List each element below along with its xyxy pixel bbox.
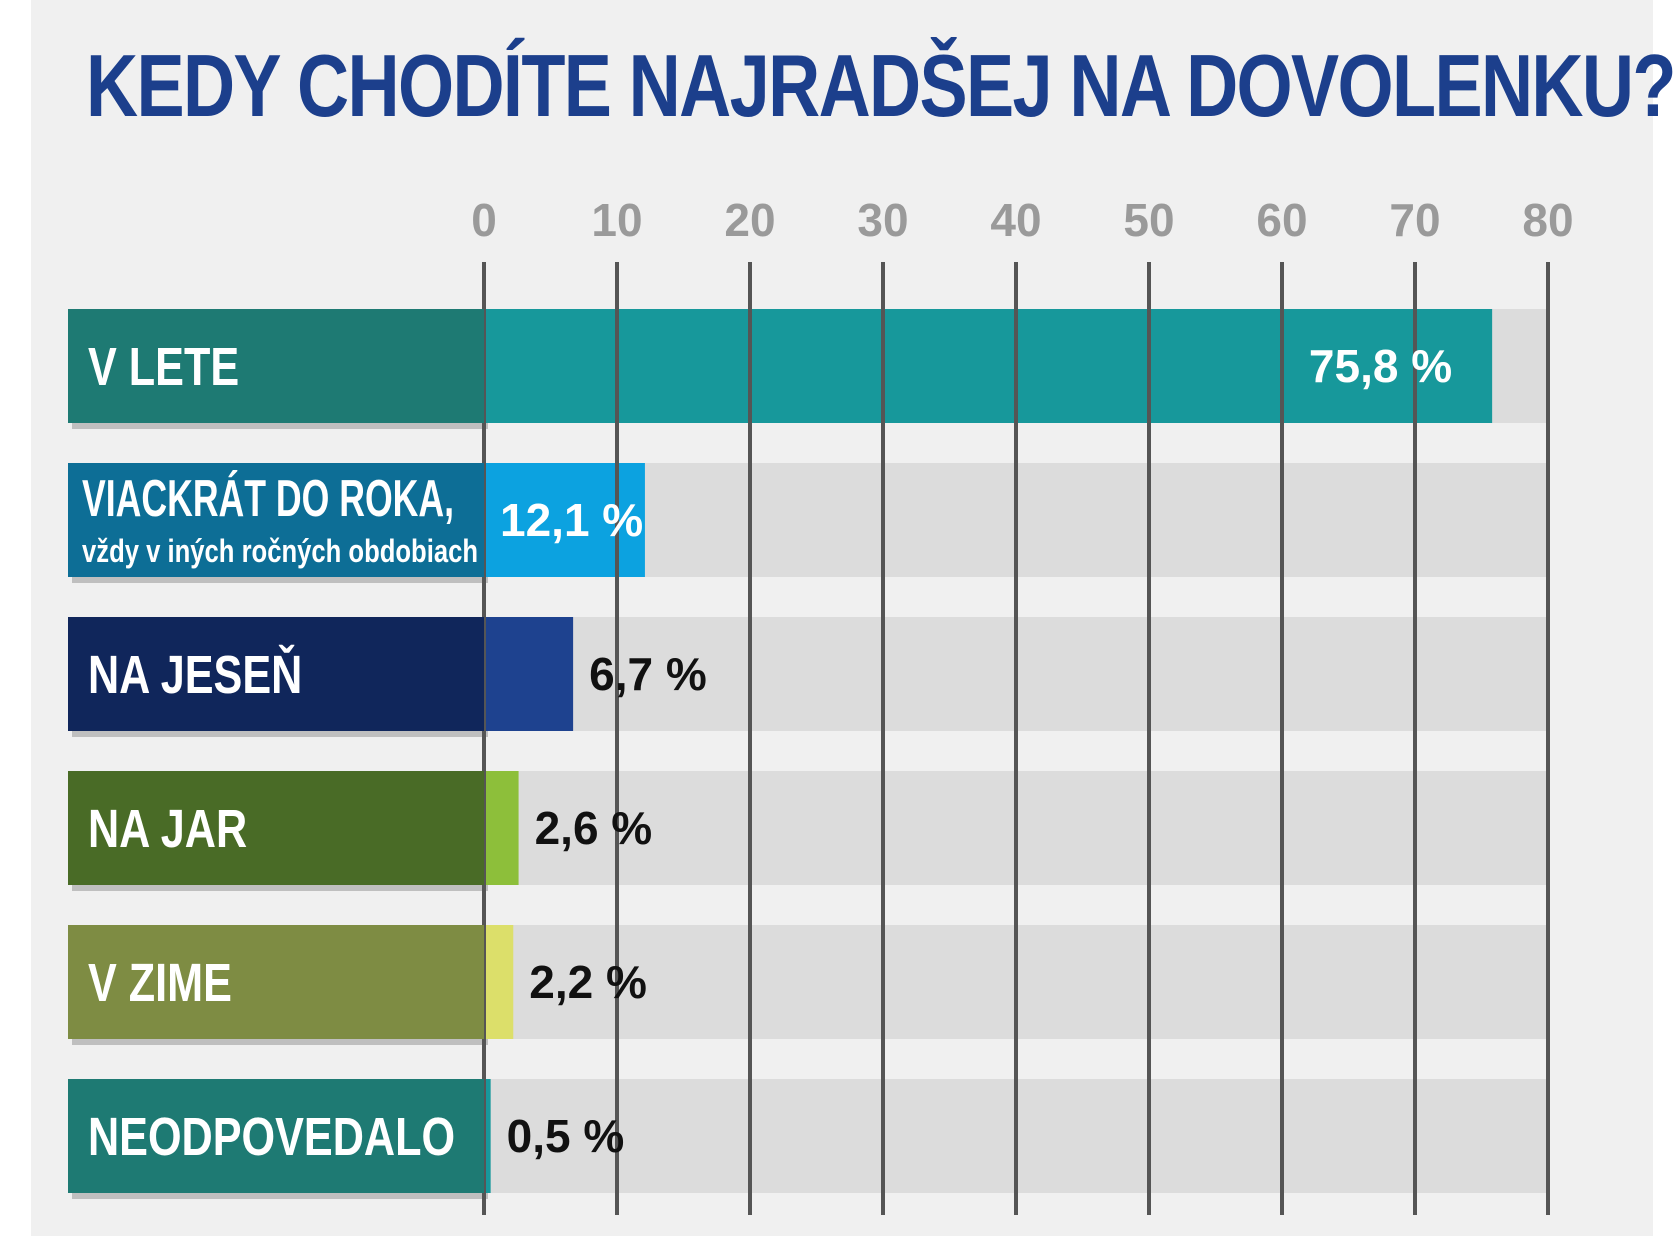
value-label: 6,7 %	[589, 648, 707, 700]
value-label: 2,6 %	[535, 802, 653, 854]
x-tick-label: 20	[724, 194, 775, 246]
label-block	[68, 1079, 484, 1193]
label-block	[68, 309, 484, 423]
label-block	[68, 771, 484, 885]
tick-labels: 0 10 20 30 40 50 60 70 80	[471, 194, 1573, 246]
category-labels: V LETE VIACKRÁT DO ROKA, vždy v iných ročn…	[68, 309, 484, 1193]
value-label: 75,8 %	[1309, 340, 1452, 392]
bars	[484, 309, 1493, 1193]
x-tick-label: 10	[591, 194, 642, 246]
x-tick-label: 40	[990, 194, 1041, 246]
label-block	[68, 463, 484, 577]
x-tick-label: 70	[1389, 194, 1440, 246]
value-label: 0,5 %	[507, 1110, 625, 1162]
category-label: NEODPOVEDALO	[88, 1108, 455, 1168]
gridlines	[482, 262, 1550, 1215]
label-block	[68, 617, 484, 731]
category-label: VIACKRÁT DO ROKA,	[82, 470, 454, 528]
value-labels: 75,8 % 12,1 % 6,7 % 2,6 % 2,2 % 0,5 %	[500, 340, 1452, 1162]
x-tick-label: 0	[471, 194, 497, 246]
category-label: NA JESEŇ	[88, 644, 302, 705]
x-tick-label: 60	[1256, 194, 1307, 246]
bar	[484, 771, 519, 885]
bar-tracks	[72, 309, 1548, 1199]
category-label: V LETE	[88, 338, 239, 398]
category-sublabel: vždy v iných ročných obdobiach	[82, 533, 478, 569]
bar	[484, 617, 574, 731]
label-block	[68, 925, 484, 1039]
bar	[484, 925, 514, 1039]
category-label: NA JAR	[88, 800, 247, 860]
x-tick-label: 80	[1522, 194, 1573, 246]
x-tick-label: 50	[1123, 194, 1174, 246]
category-label: V ZIME	[88, 954, 232, 1014]
bar	[484, 1079, 491, 1193]
value-label: 2,2 %	[529, 956, 647, 1008]
bar	[484, 309, 1493, 423]
value-label: 12,1 %	[500, 494, 643, 546]
x-tick-label: 30	[857, 194, 908, 246]
chart-title: KEDY CHODÍTE NAJRADŠEJ NA DOVOLENKU?	[86, 36, 1676, 135]
